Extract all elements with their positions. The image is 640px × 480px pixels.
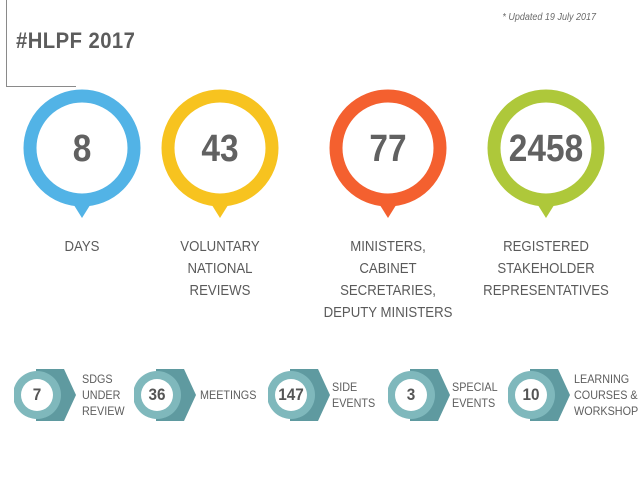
small-stat-label: SPECIAL EVENTS xyxy=(452,366,498,424)
stat-label-line: REVIEWS xyxy=(189,282,251,299)
small-stat-label-line: MEETINGS xyxy=(200,388,257,402)
small-stat-label: LEARNING COURSES & WORKSHOP xyxy=(574,366,638,424)
stat-label: MINISTERS, CABINET SECRETARIES, DEPUTY M… xyxy=(318,236,459,324)
arrow-badge-icon xyxy=(134,369,196,421)
small-stat-label-line: LEARNING xyxy=(574,372,630,386)
badge: 3 xyxy=(388,366,452,424)
stat-value: 77 xyxy=(369,128,407,170)
stat-voluntary-national-reviews: 43 VOLUNTARY NATIONAL REVIEWS xyxy=(140,86,300,302)
small-stat-value: 147 xyxy=(278,385,304,404)
small-stat-label-line: SDGs xyxy=(82,372,113,386)
stat-days: 8 DAYS xyxy=(2,86,162,258)
small-stat-label-line: COURSES & xyxy=(574,388,638,402)
small-stat-label-line: WORKSHOP xyxy=(574,404,639,418)
small-stat-value: 3 xyxy=(406,385,416,404)
small-stat-special-events: 3 SPECIAL EVENTS xyxy=(388,366,502,424)
badge: 7 xyxy=(14,366,78,424)
small-stat-label-line: SIDE xyxy=(332,380,358,394)
corner-frame-vertical xyxy=(6,0,7,86)
stat-label-line: NATIONAL xyxy=(187,260,253,277)
stat-label-line: CABINET SECRETARIES, xyxy=(340,260,436,299)
stat-value: 43 xyxy=(201,128,239,170)
badge: 10 xyxy=(508,366,572,424)
small-stat-value: 7 xyxy=(32,385,42,404)
stat-label-line: VOLUNTARY xyxy=(180,238,260,255)
arrow-badge-icon xyxy=(14,369,76,421)
updated-note: * Updated 19 July 2017 xyxy=(502,12,596,23)
ring-icon xyxy=(329,89,447,218)
stat-label-line: DAYS xyxy=(64,238,100,255)
ring-badge: 43 xyxy=(158,86,282,224)
badge: 36 xyxy=(134,366,198,424)
arrow-badge-icon xyxy=(268,369,330,421)
stat-label: DAYS xyxy=(12,236,153,258)
arrow-badge-icon xyxy=(388,369,450,421)
small-stat-label: SIDE EVENTS xyxy=(332,366,375,424)
ring-badge: 2458 xyxy=(484,86,608,224)
corner-frame-horizontal xyxy=(6,86,76,87)
small-stat-label: SDGs UNDER REVIEW xyxy=(82,366,125,424)
ring-badge: 8 xyxy=(20,86,144,224)
stat-label: REGISTERED STAKEHOLDER REPRESENTATIVES xyxy=(476,236,617,302)
stat-value: 2458 xyxy=(508,128,584,170)
stat-ministers: 77 MINISTERS, CABINET SECRETARIES, DEPUT… xyxy=(308,86,468,324)
stat-stakeholder-representatives: 2458 REGISTERED STAKEHOLDER REPRESENTATI… xyxy=(466,86,626,302)
small-stat-side-events: 147 SIDE EVENTS xyxy=(268,366,384,424)
stat-label-line: REPRESENTATIVES xyxy=(483,282,609,299)
small-stat-meetings: 36 MEETINGS xyxy=(134,366,258,424)
small-stat-label-line: EVENTS xyxy=(452,396,496,410)
small-stat-sdgs: 7 SDGs UNDER REVIEW xyxy=(14,366,132,424)
small-stat-learning-courses: 10 LEARNING COURSES & WORKSHOP xyxy=(508,366,638,424)
stat-label-line: MINISTERS, xyxy=(350,238,426,255)
ring-icon xyxy=(161,89,279,218)
stat-label-line: REGISTERED xyxy=(503,238,589,255)
stat-label-line: STAKEHOLDER xyxy=(497,260,595,277)
badge: 147 xyxy=(268,366,332,424)
small-stat-label-line: UNDER xyxy=(82,388,121,402)
ring-icon xyxy=(487,89,605,218)
small-stat-label: MEETINGS xyxy=(200,366,256,424)
small-stat-label-line: REVIEW xyxy=(82,404,125,418)
small-stat-label-line: SPECIAL xyxy=(452,380,498,394)
ring-icon xyxy=(23,89,141,218)
small-stat-label-line: EVENTS xyxy=(332,396,376,410)
small-stat-value: 10 xyxy=(522,385,540,404)
small-stat-value: 36 xyxy=(148,385,166,404)
ring-badge: 77 xyxy=(326,86,450,224)
stat-label-line: DEPUTY MINISTERS xyxy=(323,304,453,321)
page-title: #HLPF 2017 xyxy=(16,28,136,53)
stat-label: VOLUNTARY NATIONAL REVIEWS xyxy=(150,236,291,302)
stat-value: 8 xyxy=(72,128,92,170)
arrow-badge-icon xyxy=(508,369,570,421)
